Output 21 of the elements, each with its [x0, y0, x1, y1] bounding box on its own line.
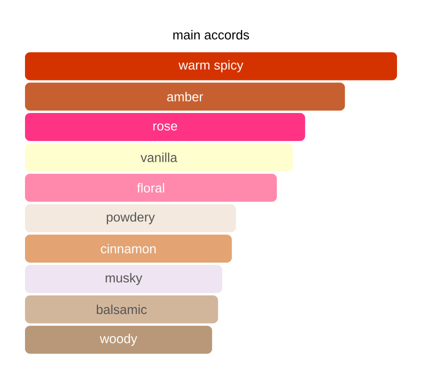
bar	[25, 174, 277, 202]
bar	[25, 82, 345, 111]
y-tick-label: cinnamon	[100, 244, 156, 254]
y-tick-label: amber	[167, 92, 204, 102]
bar	[25, 234, 232, 263]
y-tick-label: rose	[153, 123, 178, 131]
chart-title: main accords	[173, 30, 250, 40]
y-tick-label: floral	[137, 183, 164, 193]
y-tick-label: warm spicy	[178, 60, 244, 72]
bar	[25, 52, 398, 80]
bar	[25, 143, 293, 172]
bar	[25, 295, 218, 324]
y-tick-label: vanilla	[140, 152, 178, 162]
y-tick-label: woody	[100, 334, 138, 346]
y-tick-label: balsamic	[96, 304, 147, 314]
bar	[25, 112, 306, 141]
bar	[25, 204, 236, 232]
y-tick-label: powdery	[106, 212, 155, 224]
bar	[25, 265, 222, 293]
bar	[25, 326, 212, 354]
y-tick-label: musky	[106, 272, 142, 286]
